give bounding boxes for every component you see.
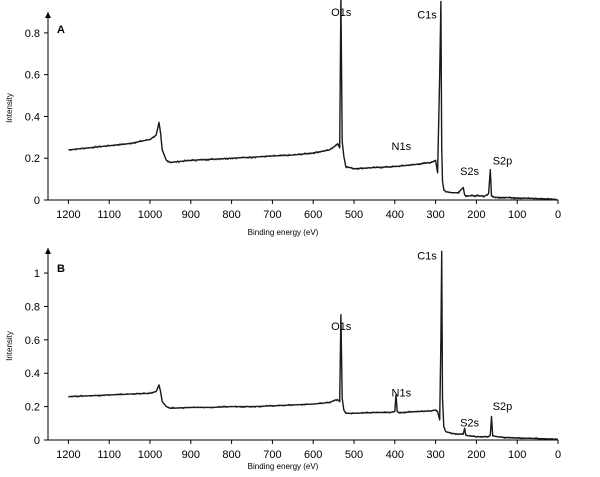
- x-tick-label: 700: [263, 209, 281, 221]
- x-tick-label: 200: [467, 209, 485, 221]
- x-tick-label: 1100: [97, 449, 121, 461]
- x-axis-title: Binding energy (eV): [248, 228, 319, 237]
- y-tick-label: 0.4: [25, 111, 40, 123]
- x-tick-label: 500: [345, 449, 363, 461]
- y-tick-label: 0.6: [25, 335, 40, 347]
- y-axis-title: Intensity: [5, 331, 14, 361]
- y-tick-label: 0.8: [25, 301, 40, 313]
- y-axis-arrow-icon: [45, 248, 51, 254]
- x-tick-label: 900: [182, 449, 200, 461]
- x-tick-label: 200: [467, 449, 485, 461]
- spectrum-line-1: [68, 250, 559, 440]
- y-tick-label: 0.2: [25, 153, 40, 165]
- peak-label-c1s: C1s: [417, 9, 437, 21]
- y-axis-title: Intensity: [5, 93, 14, 123]
- panel-label: B: [57, 263, 65, 275]
- peak-label-s2s: S2s: [460, 166, 479, 178]
- x-tick-label: 100: [508, 209, 526, 221]
- x-tick-label: 400: [386, 209, 404, 221]
- x-tick-label: 0: [555, 449, 561, 461]
- peak-label-o1s: O1s: [331, 7, 352, 19]
- y-tick-label: 0.4: [25, 368, 40, 380]
- x-tick-label: 300: [426, 209, 444, 221]
- x-tick-label: 500: [345, 209, 363, 221]
- y-tick-label: 0.6: [25, 70, 40, 82]
- peak-label-n1s: N1s: [392, 388, 412, 400]
- y-tick-label: 0: [34, 435, 40, 447]
- spectrum-line-1: [68, 0, 559, 201]
- peak-label-o1s: O1s: [331, 321, 352, 333]
- peak-label-s2p: S2p: [493, 401, 513, 413]
- y-tick-label: 0.2: [25, 402, 40, 414]
- y-axis-arrow-icon: [45, 12, 51, 18]
- spectrum-noise-1: [68, 251, 557, 441]
- x-tick-label: 1200: [56, 449, 80, 461]
- peak-label-s2p: S2p: [493, 155, 513, 167]
- x-axis-title: Binding energy (eV): [248, 462, 319, 471]
- peak-label-c1s: C1s: [417, 251, 437, 263]
- x-tick-label: 1200: [56, 209, 80, 221]
- x-tick-label: 800: [222, 209, 240, 221]
- peak-label-s2s: S2s: [460, 418, 479, 430]
- chart-panel-a: 1200 1100 1000 900 800 700 600 500 400 300 200 100 0…: [5, 0, 561, 237]
- chart-panel-b: 1200 1100 1000 900 800 700 600 500 400 300 200 100 0…: [5, 248, 561, 471]
- x-tick-label: 300: [426, 449, 444, 461]
- x-tick-label: 1000: [138, 209, 162, 221]
- x-tick-label: 900: [182, 209, 200, 221]
- spectrum-noise-1: [68, 0, 557, 202]
- y-tick-label: 0.8: [25, 28, 40, 40]
- y-tick-label: 1: [34, 268, 40, 280]
- x-tick-label: 700: [263, 449, 281, 461]
- x-tick-label: 800: [222, 449, 240, 461]
- x-tick-label: 600: [304, 209, 322, 221]
- x-tick-label: 600: [304, 449, 322, 461]
- x-tick-label: 1100: [97, 209, 121, 221]
- panel-label: A: [57, 24, 65, 36]
- y-tick-label: 0: [34, 195, 40, 207]
- peak-label-n1s: N1s: [392, 141, 412, 153]
- x-tick-label: 100: [508, 449, 526, 461]
- x-tick-label: 0: [555, 209, 561, 221]
- x-tick-label: 400: [386, 449, 404, 461]
- x-tick-label: 1000: [138, 449, 162, 461]
